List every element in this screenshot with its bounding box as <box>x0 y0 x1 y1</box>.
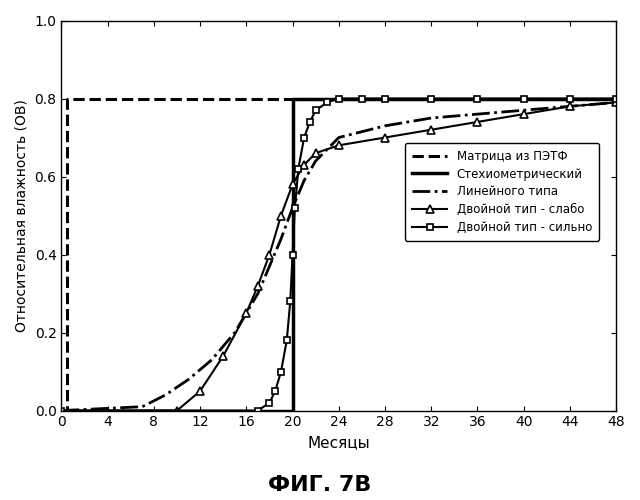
Двойной тип - сильно <box>358 96 365 102</box>
Двойной тип - сильно <box>474 96 481 102</box>
Двойной тип - слабо <box>277 212 285 218</box>
Двойной тип - слабо <box>335 142 342 148</box>
Двойной тип - сильно <box>277 368 285 374</box>
Линейного типа <box>58 408 65 414</box>
Линейного типа <box>612 100 620 105</box>
Y-axis label: Относительная влажность (ОВ): Относительная влажность (ОВ) <box>15 99 29 332</box>
Двойной тип - слабо <box>289 182 296 188</box>
Двойной тип - слабо <box>243 310 250 316</box>
Линейного типа <box>381 123 389 129</box>
Line: Двойной тип - слабо: Двойной тип - слабо <box>57 98 620 415</box>
Линейного типа <box>277 236 285 242</box>
Линейного типа <box>254 290 262 296</box>
Двойной тип - сильно <box>335 96 342 102</box>
Линейного типа <box>289 204 296 210</box>
Линейного типа <box>208 357 216 363</box>
Стехиометрический <box>612 96 620 102</box>
Двойной тип - сильно <box>566 96 574 102</box>
Двойной тип - сильно <box>283 338 291 344</box>
Двойной тип - слабо <box>520 111 527 117</box>
Линейного типа <box>138 404 146 409</box>
Line: Стехиометрический: Стехиометрический <box>61 98 616 410</box>
Двойной тип - слабо <box>312 150 319 156</box>
Матрица из ПЭТФ <box>58 408 65 414</box>
Line: Линейного типа: Линейного типа <box>61 102 616 410</box>
Двойной тип - сильно <box>271 388 279 394</box>
Линейного типа <box>300 178 308 184</box>
Двойной тип - сильно <box>612 96 620 102</box>
Двойной тип - слабо <box>196 388 204 394</box>
Line: Матрица из ПЭТФ: Матрица из ПЭТФ <box>61 98 616 410</box>
Стехиометрический <box>58 408 65 414</box>
Двойной тип - сильно <box>323 100 331 105</box>
Матрица из ПЭТФ <box>612 96 620 102</box>
Двойной тип - слабо <box>300 162 308 168</box>
Двойной тип - сильно <box>58 408 65 414</box>
Двойной тип - слабо <box>266 252 273 258</box>
X-axis label: Месяцы: Месяцы <box>307 435 370 450</box>
Двойной тип - сильно <box>266 400 273 406</box>
Двойной тип - сильно <box>381 96 389 102</box>
Text: ФИГ. 7В: ФИГ. 7В <box>268 475 372 495</box>
Двойной тип - сильно <box>428 96 435 102</box>
Стехиометрический <box>289 408 296 414</box>
Двойной тип - слабо <box>173 408 181 414</box>
Линейного типа <box>566 104 574 110</box>
Двойной тип - сильно <box>520 96 527 102</box>
Двойной тип - слабо <box>474 119 481 125</box>
Двойной тип - слабо <box>381 134 389 140</box>
Линейного типа <box>520 107 527 113</box>
Двойной тип - сильно <box>312 107 319 113</box>
Стехиометрический <box>289 96 296 102</box>
Двойной тип - сильно <box>289 252 296 258</box>
Линейного типа <box>428 115 435 121</box>
Двойной тип - слабо <box>254 283 262 289</box>
Линейного типа <box>312 158 319 164</box>
Двойной тип - слабо <box>566 104 574 110</box>
Двойной тип - сильно <box>300 134 308 140</box>
Двойной тип - слабо <box>612 100 620 105</box>
Двойной тип - слабо <box>428 126 435 132</box>
Линейного типа <box>185 376 193 382</box>
Line: Двойной тип - сильно: Двойной тип - сильно <box>58 95 620 414</box>
Двойной тип - сильно <box>306 119 314 125</box>
Матрица из ПЭТФ <box>63 96 71 102</box>
Legend: Матрица из ПЭТФ, Стехиометрический, Линейного типа, Двойной тип - слабо, Двойной: Матрица из ПЭТФ, Стехиометрический, Лине… <box>404 143 599 241</box>
Двойной тип - слабо <box>58 408 65 414</box>
Двойной тип - сильно <box>294 166 302 172</box>
Линейного типа <box>161 392 169 398</box>
Линейного типа <box>335 134 342 140</box>
Матрица из ПЭТФ <box>63 408 71 414</box>
Линейного типа <box>266 264 273 270</box>
Двойной тип - сильно <box>291 204 299 210</box>
Двойной тип - сильно <box>287 298 294 304</box>
Линейного типа <box>231 330 239 336</box>
Двойной тип - сильно <box>254 408 262 414</box>
Линейного типа <box>474 111 481 117</box>
Двойной тип - слабо <box>220 353 227 359</box>
